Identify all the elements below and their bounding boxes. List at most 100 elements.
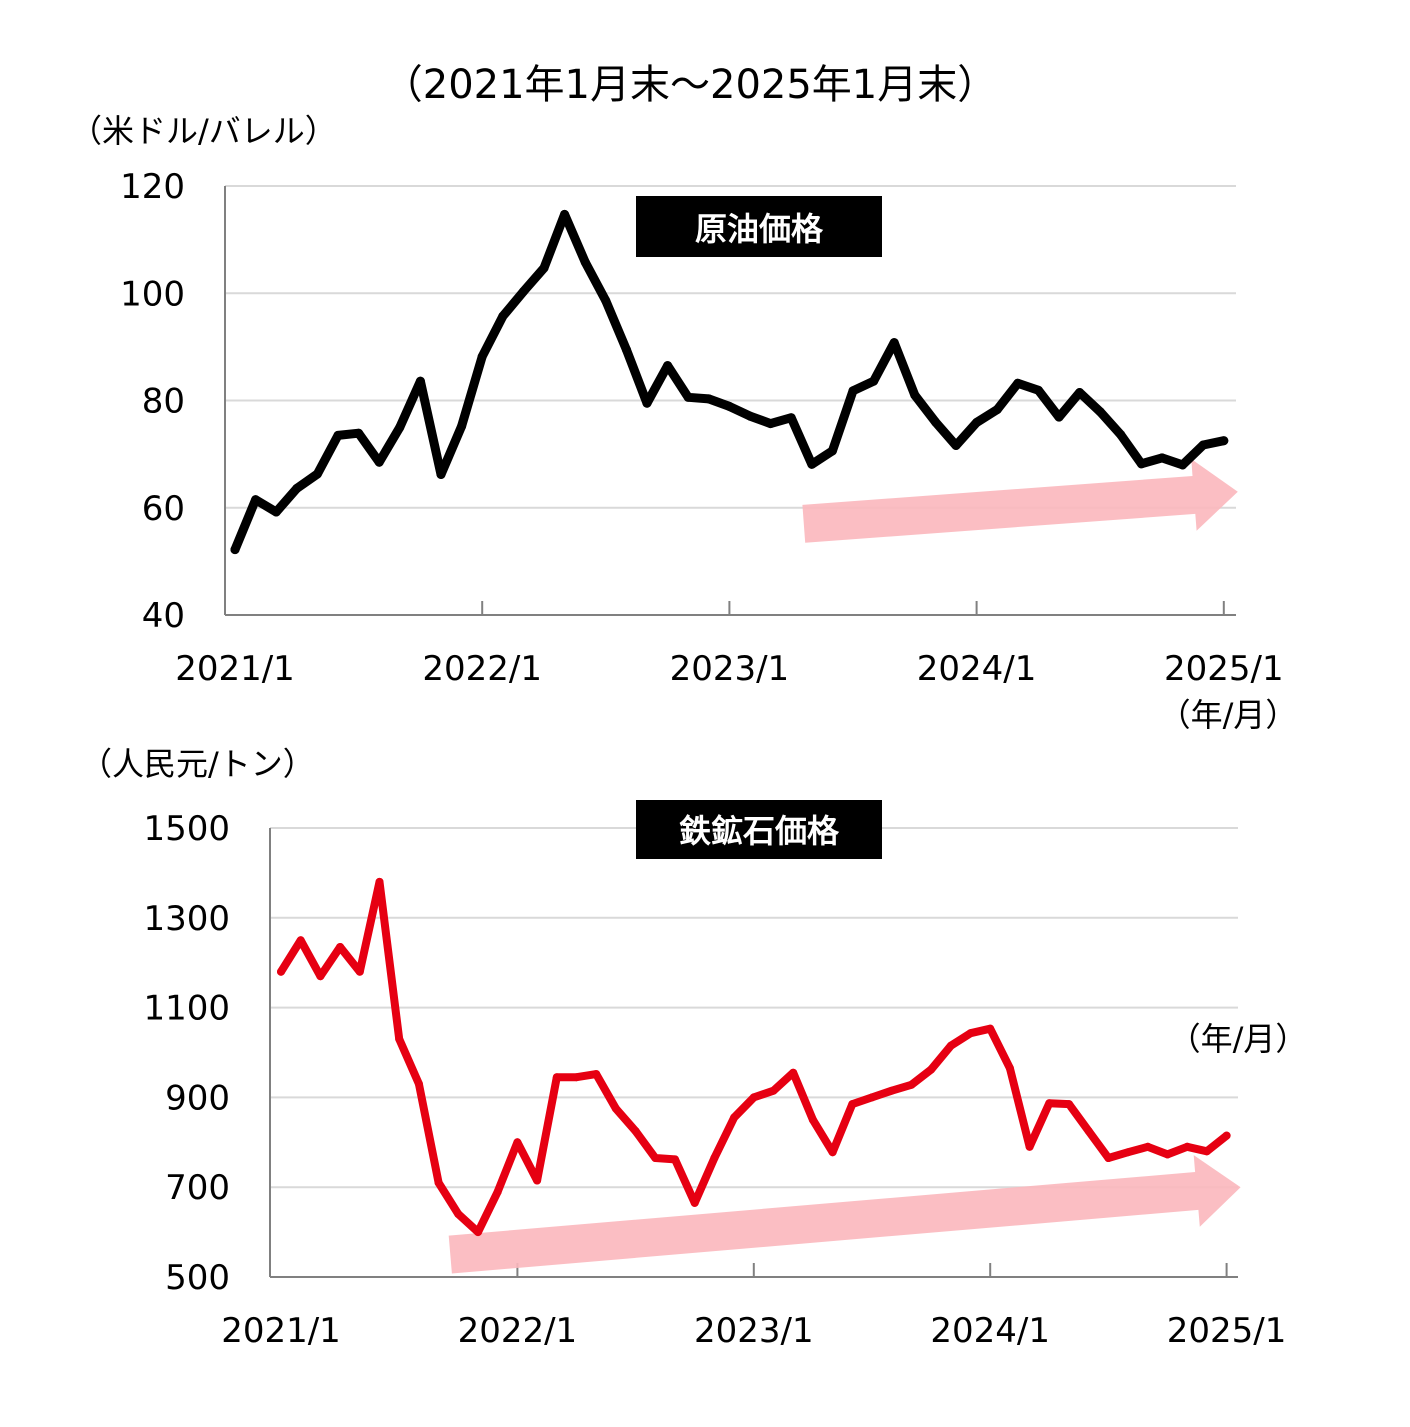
oil-title-box xyxy=(636,196,882,257)
iron-chart-title: 鉄鉱石価格 xyxy=(679,812,840,850)
y-tick-label: 100 xyxy=(120,274,185,314)
oil-price-chart: （米ドル/バレル） 40 60 80 100 120 2021/1 2022/1 2023/… xyxy=(70,112,1297,734)
data-point xyxy=(513,1138,522,1147)
series-line xyxy=(277,877,1231,1237)
y-tick-label: 1100 xyxy=(143,989,230,1029)
data-point xyxy=(414,1079,423,1088)
data-point xyxy=(651,1154,660,1162)
y-tick-label: 80 xyxy=(142,382,185,422)
data-point xyxy=(827,446,837,456)
data-point xyxy=(552,1073,561,1082)
data-point xyxy=(986,1024,995,1033)
data-point xyxy=(1033,385,1043,395)
data-point xyxy=(601,296,611,306)
data-point xyxy=(907,1080,916,1089)
data-point xyxy=(1084,1127,1093,1136)
x-tick-label: 2023/1 xyxy=(694,1311,814,1351)
oil-y-axis-unit: （米ドル/バレル） xyxy=(70,112,337,150)
x-tick-label: 2024/1 xyxy=(917,649,1037,689)
data-point xyxy=(828,1148,837,1157)
data-point xyxy=(631,1127,640,1136)
x-tick-label: 2022/1 xyxy=(458,1311,578,1351)
y-tick-label: 1300 xyxy=(143,899,230,939)
data-point xyxy=(1178,460,1188,470)
data-point xyxy=(745,411,755,421)
data-point xyxy=(436,470,446,479)
data-point xyxy=(454,1210,463,1219)
data-point xyxy=(730,1113,739,1122)
data-point xyxy=(868,1093,876,1102)
data-point xyxy=(1005,1064,1014,1073)
iron-title-box xyxy=(636,800,882,859)
data-point xyxy=(848,1100,857,1109)
iron-x-axis-unit: （年/月） xyxy=(1169,1020,1308,1058)
x-tick-label: 2022/1 xyxy=(422,649,542,689)
data-point xyxy=(434,1178,443,1187)
data-point xyxy=(724,401,734,411)
data-point xyxy=(642,398,652,408)
data-point xyxy=(789,1068,798,1077)
data-point xyxy=(333,430,343,440)
data-point xyxy=(1075,388,1085,397)
data-point xyxy=(1095,407,1105,417)
data-point xyxy=(704,394,714,404)
data-point xyxy=(1124,1148,1133,1157)
x-tick-label: 2025/1 xyxy=(1167,1311,1287,1351)
y-tick-label: 120 xyxy=(120,167,185,207)
data-point xyxy=(1104,1154,1113,1162)
data-point xyxy=(1163,1150,1172,1159)
oil-x-ticks: 2021/1 2022/1 2023/1 2024/1 2025/1 xyxy=(175,601,1284,689)
oil-trend-arrow xyxy=(802,459,1238,543)
y-tick-label: 60 xyxy=(142,489,185,529)
data-point xyxy=(572,1073,581,1082)
data-point xyxy=(927,1065,936,1074)
data-point xyxy=(354,428,364,438)
data-point xyxy=(271,507,281,517)
data-point xyxy=(930,417,940,427)
data-point xyxy=(336,943,345,951)
oil-x-axis-unit: （年/月） xyxy=(1159,696,1298,734)
data-point xyxy=(786,413,796,423)
data-point xyxy=(1013,378,1023,388)
data-point xyxy=(1183,1142,1192,1151)
data-point xyxy=(611,1104,620,1113)
data-point xyxy=(1202,1147,1211,1156)
data-point xyxy=(277,967,285,976)
data-point xyxy=(621,345,631,355)
y-tick-label: 500 xyxy=(165,1258,230,1298)
data-point xyxy=(683,392,693,402)
data-point xyxy=(869,376,879,386)
data-point xyxy=(1198,440,1208,450)
y-tick-label: 900 xyxy=(165,1078,230,1118)
data-point xyxy=(1045,1099,1054,1108)
data-point xyxy=(807,459,817,469)
data-point xyxy=(1157,453,1167,463)
data-point xyxy=(533,1176,542,1185)
data-point xyxy=(1116,430,1126,440)
data-point xyxy=(395,1035,404,1043)
data-point xyxy=(493,1187,502,1196)
data-point xyxy=(1136,459,1146,469)
data-point xyxy=(690,1198,699,1207)
data-point xyxy=(1219,436,1229,446)
data-point xyxy=(374,457,384,467)
data-point xyxy=(710,1154,719,1162)
data-point xyxy=(889,338,899,348)
oil-chart-title: 原油価格 xyxy=(695,210,824,248)
period-title: （2021年1月末～2025年1月末） xyxy=(383,62,998,108)
data-point xyxy=(457,421,467,431)
data-point xyxy=(671,1155,679,1164)
data-point xyxy=(808,1115,817,1124)
x-tick-label: 2025/1 xyxy=(1164,649,1284,689)
data-point xyxy=(230,545,240,555)
data-point xyxy=(415,376,425,386)
iron-x-ticks: 2021/1 2022/1 2023/1 2024/1 2025/1 xyxy=(221,1263,1286,1351)
data-point xyxy=(972,418,982,427)
data-point xyxy=(766,419,776,429)
y-tick-label: 1500 xyxy=(143,809,230,849)
data-point xyxy=(910,390,920,400)
data-point xyxy=(848,386,858,396)
data-point xyxy=(1222,1131,1231,1140)
